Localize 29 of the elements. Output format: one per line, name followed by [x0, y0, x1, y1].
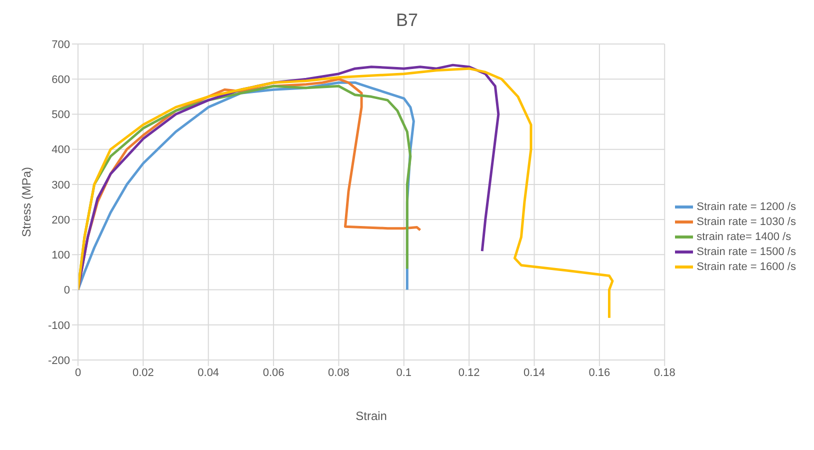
legend-label: Strain rate = 1200 /s	[696, 200, 796, 212]
x-tick-label: 0.1	[396, 366, 412, 379]
legend-label: Strain rate = 1030 /s	[696, 216, 796, 228]
y-tick-label: 0	[64, 284, 70, 297]
x-tick-label: 0.18	[654, 366, 676, 379]
x-tick-label: 0.04	[198, 366, 220, 379]
y-tick-label: 600	[52, 74, 70, 86]
y-axis-title: Stress (MPa)	[19, 166, 34, 238]
y-tick-label: 300	[52, 179, 70, 192]
chart-title: B7	[394, 9, 420, 32]
y-tick-label: 500	[52, 109, 70, 122]
y-tick-label: 400	[52, 144, 70, 156]
x-tick-label: 0.06	[262, 366, 284, 379]
y-tick-label: -200	[48, 354, 70, 367]
x-tick-label: 0.12	[458, 366, 480, 379]
x-tick-label: 0.14	[524, 366, 545, 379]
legend-label: Strain rate = 1500 /s	[696, 246, 796, 258]
legend-label: strain rate= 1400 /s	[696, 230, 792, 242]
y-tick-label: -100	[48, 320, 70, 332]
x-tick-label: 0	[74, 366, 82, 379]
x-tick-label: 0.02	[132, 366, 154, 379]
y-tick-label: 100	[52, 250, 70, 262]
x-tick-label: 0.08	[328, 366, 350, 379]
legend-label: Strain rate = 1600 /s	[696, 260, 796, 272]
x-axis-title: Strain	[356, 409, 387, 423]
x-tick-label: 0.16	[588, 366, 610, 379]
y-tick-label: 700	[52, 38, 70, 51]
y-tick-label: 200	[52, 214, 70, 226]
line-series	[78, 67, 614, 320]
